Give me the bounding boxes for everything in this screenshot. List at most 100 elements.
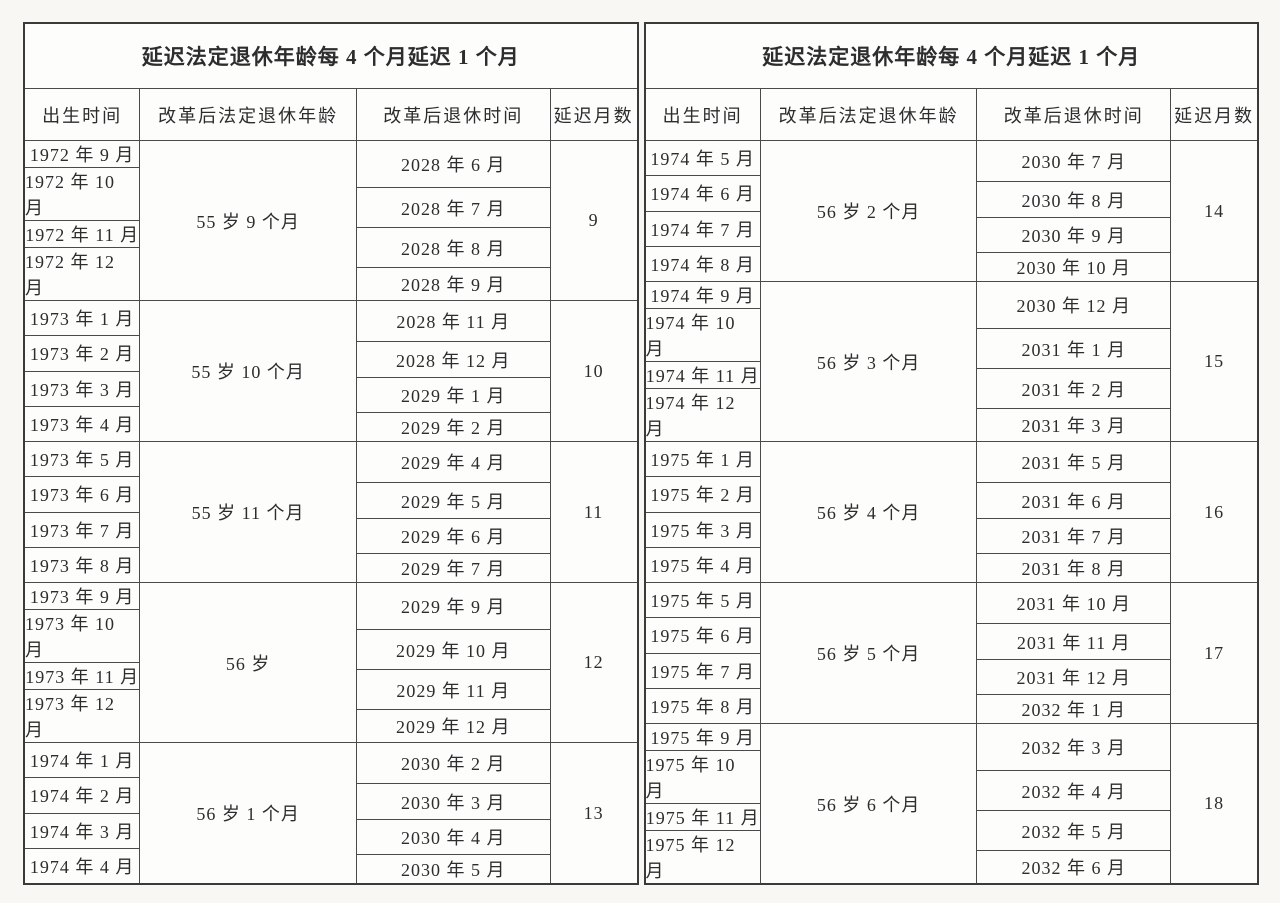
retirement-date-column: 2029 年 9 月 2029 年 10 月 2029 年 11 月 2029 年 1… (355, 583, 550, 742)
retirement-date-cell: 2031 年 2 月 (977, 368, 1171, 408)
birth-month-cell: 1975 年 6 月 (645, 617, 760, 652)
delay-months-cell: 12 (549, 583, 637, 742)
birth-month-cell: 1974 年 10 月 (645, 308, 760, 361)
retirement-date-cell: 2030 年 12 月 (1016, 296, 1131, 316)
retirement-date-column: 2030 年 7 月 2030 年 8 月 2030 年 9 月 2030 年 10 … (976, 141, 1171, 281)
retirement-age-cell: 55 岁 11 个月 (139, 442, 355, 582)
birth-month-cell: 1973 年 1 月 (29, 309, 135, 330)
birth-month-cell: 1975 年 7 月 (645, 652, 760, 688)
retirement-table-right: 延迟法定退休年龄每 4 个月延迟 1 个月 出生时间 改革后法定退休年龄 改革后… (643, 22, 1259, 885)
retirement-date-column: 2028 年 11 月 2028 年 12 月 2029 年 1 月 2029 年 2… (355, 301, 550, 441)
retirement-date-cell: 2030 年 9 月 (977, 216, 1171, 252)
birth-month-cell: 1974 年 3 月 (25, 812, 140, 848)
retirement-date-cell: 2028 年 8 月 (356, 227, 550, 267)
retirement-date-cell: 2029 年 7 月 (356, 552, 550, 582)
birth-month-cell: 1973 年 12 月 (25, 689, 140, 742)
birth-month-cell: 1975 年 9 月 (650, 728, 755, 748)
retirement-date-cell: 2032 年 5 月 (977, 810, 1171, 850)
retirement-date-cell: 2030 年 7 月 (1021, 152, 1126, 173)
birth-month-cell: 1975 年 10 月 (645, 750, 760, 803)
birth-month-cell: 1973 年 7 月 (25, 511, 140, 547)
birth-month-cell: 1973 年 10 月 (25, 609, 140, 662)
table-body: 1972 年 9 月 1972 年 10 月 1972 年 11 月 1972 年 1… (25, 141, 637, 883)
retirement-date-cell: 2030 年 8 月 (977, 181, 1171, 216)
birth-month-column: 1974 年 1 月 1974 年 2 月 1974 年 3 月 1974 年 4 月 (25, 743, 140, 883)
birth-month-cell: 1975 年 5 月 (650, 591, 755, 612)
birth-month-column: 1972 年 9 月 1972 年 10 月 1972 年 11 月 1972 年 1… (25, 141, 140, 300)
retirement-date-cell: 2028 年 12 月 (356, 341, 550, 376)
birth-month-cell: 1974 年 8 月 (645, 245, 760, 281)
table-title: 延迟法定退休年龄每 4 个月延迟 1 个月 (645, 24, 1257, 89)
birth-month-cell: 1972 年 11 月 (25, 220, 140, 247)
delay-group-row: 1975 年 5 月 1975 年 6 月 1975 年 7 月 1975 年 8 月… (645, 583, 1257, 724)
retirement-date-cell: 2029 年 9 月 (400, 597, 506, 617)
retirement-date-cell: 2029 年 12 月 (356, 709, 550, 742)
birth-month-cell: 1973 年 4 月 (25, 405, 140, 441)
delay-months-cell: 18 (1170, 724, 1257, 883)
birth-month-cell: 1974 年 4 月 (25, 847, 140, 883)
table-body: 1974 年 5 月 1974 年 6 月 1974 年 7 月 1974 年 8 月… (645, 141, 1257, 883)
retirement-age-cell: 56 岁 5 个月 (759, 583, 976, 723)
birth-month-cell: 1973 年 8 月 (25, 546, 140, 582)
retirement-date-cell: 2030 年 5 月 (356, 853, 550, 883)
retirement-date-cell: 2030 年 3 月 (356, 783, 550, 818)
delay-months-cell: 14 (1170, 141, 1257, 281)
delay-group-row: 1974 年 9 月 1974 年 10 月 1974 年 11 月 1974 年 1… (645, 282, 1257, 442)
retirement-date-cell: 2028 年 6 月 (400, 155, 506, 175)
delay-months-cell: 9 (549, 141, 637, 300)
delay-group-row: 1973 年 9 月 1973 年 10 月 1973 年 11 月 1973 年 1… (25, 583, 637, 743)
birth-month-column: 1975 年 5 月 1975 年 6 月 1975 年 7 月 1975 年 8 月 (645, 583, 760, 723)
retirement-date-cell: 2029 年 6 月 (356, 517, 550, 553)
retirement-date-cell: 2031 年 3 月 (977, 408, 1171, 441)
retirement-date-cell: 2031 年 8 月 (977, 552, 1171, 582)
birth-month-cell: 1975 年 11 月 (645, 803, 760, 830)
retirement-age-cell: 55 岁 10 个月 (139, 301, 355, 441)
birth-month-cell: 1974 年 7 月 (645, 210, 760, 246)
retirement-age-cell: 56 岁 1 个月 (139, 743, 355, 883)
retirement-date-cell: 2030 年 10 月 (977, 251, 1171, 281)
retirement-date-cell: 2032 年 1 月 (977, 693, 1171, 723)
birth-month-cell: 1975 年 4 月 (645, 546, 760, 582)
birth-month-cell: 1973 年 2 月 (25, 335, 140, 370)
birth-month-cell: 1974 年 12 月 (645, 388, 760, 441)
retirement-date-cell: 2029 年 10 月 (356, 629, 550, 669)
delay-group-row: 1974 年 1 月 1974 年 2 月 1974 年 3 月 1974 年 4 月… (25, 743, 637, 883)
birth-month-cell: 1973 年 3 月 (25, 370, 140, 406)
column-header-birth-time: 出生时间 (42, 105, 123, 126)
delay-group-row: 1974 年 5 月 1974 年 6 月 1974 年 7 月 1974 年 8 月… (645, 141, 1257, 282)
birth-month-cell: 1975 年 3 月 (645, 511, 760, 547)
birth-month-cell: 1973 年 5 月 (29, 450, 135, 471)
table-title: 延迟法定退休年龄每 4 个月延迟 1 个月 (25, 24, 637, 89)
retirement-date-cell: 2028 年 7 月 (356, 187, 550, 227)
column-header-retirement-time: 改革后退休时间 (976, 89, 1170, 140)
birth-month-cell: 1974 年 1 月 (29, 751, 135, 772)
delay-months-cell: 16 (1170, 442, 1257, 582)
retirement-date-cell: 2030 年 2 月 (400, 754, 506, 775)
birth-month-cell: 1974 年 5 月 (650, 149, 755, 170)
retirement-age-cell: 55 岁 9 个月 (139, 141, 355, 300)
retirement-date-cell: 2031 年 10 月 (1016, 594, 1131, 615)
retirement-date-cell: 2031 年 12 月 (977, 658, 1171, 694)
retirement-date-column: 2029 年 4 月 2029 年 5 月 2029 年 6 月 2029 年 7 月 (355, 442, 550, 582)
delay-group-row: 1972 年 9 月 1972 年 10 月 1972 年 11 月 1972 年 1… (25, 141, 637, 301)
table-header-row: 出生时间 改革后法定退休年龄 改革后退休时间 延迟月数 (645, 89, 1257, 141)
birth-month-cell: 1973 年 6 月 (25, 476, 140, 511)
delay-months-cell: 13 (549, 743, 637, 883)
birth-month-cell: 1975 年 2 月 (645, 476, 760, 511)
retirement-age-cell: 56 岁 2 个月 (759, 141, 976, 281)
retirement-date-cell: 2031 年 1 月 (977, 328, 1171, 368)
birth-month-cell: 1975 年 1 月 (650, 450, 755, 471)
retirement-age-cell: 56 岁 (139, 583, 355, 742)
retirement-age-cell: 56 岁 6 个月 (759, 724, 976, 883)
column-header-statutory-retirement-age: 改革后法定退休年龄 (139, 89, 355, 140)
birth-month-cell: 1973 年 11 月 (25, 662, 140, 689)
retirement-date-cell: 2032 年 4 月 (977, 770, 1171, 810)
birth-month-column: 1974 年 9 月 1974 年 10 月 1974 年 11 月 1974 年 1… (645, 282, 760, 441)
delay-months-cell: 15 (1170, 282, 1257, 441)
retirement-date-cell: 2032 年 6 月 (977, 850, 1171, 883)
retirement-date-column: 2028 年 6 月 2028 年 7 月 2028 年 8 月 2028 年 9 月 (355, 141, 550, 300)
table-header-row: 出生时间 改革后法定退休年龄 改革后退休时间 延迟月数 (25, 89, 637, 141)
delay-group-row: 1973 年 5 月 1973 年 6 月 1973 年 7 月 1973 年 8 月… (25, 442, 637, 583)
retirement-date-column: 2031 年 5 月 2031 年 6 月 2031 年 7 月 2031 年 8 月 (976, 442, 1171, 582)
birth-month-cell: 1974 年 9 月 (650, 286, 755, 306)
